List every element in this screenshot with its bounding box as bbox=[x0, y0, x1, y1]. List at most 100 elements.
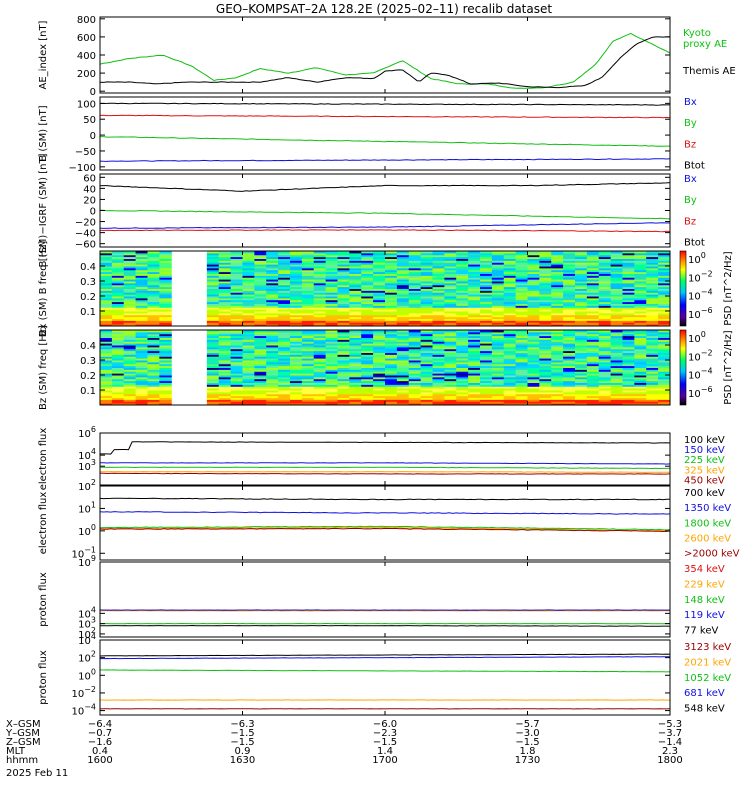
y-tick-label: 0.2 bbox=[80, 371, 96, 382]
legend-entry: proxy AE bbox=[683, 39, 727, 50]
series-line-bx bbox=[99, 158, 671, 162]
y-axis-label: B (SM) [nT] bbox=[38, 105, 49, 161]
series-line-btot bbox=[100, 102, 671, 106]
series-line-700kev bbox=[99, 497, 671, 501]
y-tick-label: 200 bbox=[77, 69, 96, 80]
y-tick-label: 0.2 bbox=[80, 292, 96, 303]
y-tick-label: 10−4 bbox=[71, 703, 96, 718]
legend-entry: Bz bbox=[684, 139, 696, 150]
y-tick-label: −50 bbox=[75, 147, 96, 158]
x-axis-value: −0.7 bbox=[88, 728, 112, 739]
legend-entry: 1800 keV bbox=[684, 518, 731, 529]
y-tick-label: 20 bbox=[83, 195, 96, 206]
colorbar-tick: 10−2 bbox=[688, 269, 713, 284]
plot-frame bbox=[99, 639, 671, 716]
x-axis-value: −1.6 bbox=[88, 737, 112, 748]
y-tick-label: 102 bbox=[78, 626, 96, 641]
y-axis-label: B (SM)−IGRF (SM) [nT] bbox=[38, 153, 49, 267]
legend-entry: Bx bbox=[684, 97, 697, 108]
series-line-450kev bbox=[100, 472, 671, 475]
legend-entry: Themis AE bbox=[682, 66, 736, 77]
x-axis-value: −2.3 bbox=[373, 728, 397, 739]
x-axis-value: −1.5 bbox=[230, 737, 254, 748]
y-tick-label: 106 bbox=[78, 425, 96, 440]
legend-entry: 354 keV bbox=[684, 564, 725, 575]
x-axis-value: 1.8 bbox=[520, 746, 536, 757]
x-axis-value: 1800 bbox=[657, 755, 682, 766]
panel-2: B (SM) [nT] 100 50 0 −50 −100 Bx By Bz Btot bbox=[38, 96, 705, 174]
colorbar-label: PSD [nT^2/Hz] bbox=[723, 251, 734, 325]
series-line-1052kev bbox=[99, 669, 671, 673]
legend-entry: 148 keV bbox=[684, 595, 725, 606]
legend-entry: 229 keV bbox=[684, 579, 725, 590]
legend-entry: 325 keV bbox=[684, 465, 725, 476]
x-axis-value: 1730 bbox=[515, 755, 540, 766]
legend-entry: 77 keV bbox=[684, 626, 718, 637]
y-tick-label: 104 bbox=[78, 447, 96, 462]
x-axis-value: −3.7 bbox=[658, 728, 682, 739]
x-axis-value: −6.4 bbox=[88, 719, 112, 730]
legend: Bx By Bz Btot bbox=[684, 174, 705, 249]
x-axis-value: 1630 bbox=[230, 755, 255, 766]
x-axis-value: 1600 bbox=[87, 755, 112, 766]
y-tick-label: 60 bbox=[83, 173, 96, 184]
y-tick-label: −20 bbox=[75, 218, 96, 229]
series-line-100kev bbox=[100, 441, 671, 455]
colorbar-tick: 10−2 bbox=[688, 348, 713, 363]
legend-entry: Bx bbox=[684, 174, 697, 185]
x-axis-value: −1.4 bbox=[658, 737, 682, 748]
legend-entry: Bz bbox=[684, 216, 696, 227]
y-axis-label: proton flux bbox=[38, 650, 49, 705]
x-axis-value: 0.4 bbox=[92, 746, 108, 757]
colorbar-gradient bbox=[679, 329, 687, 406]
y-tick-label: 0.1 bbox=[80, 386, 96, 397]
legend-entry: 548 keV bbox=[684, 704, 725, 715]
series-line-225kev bbox=[99, 466, 671, 470]
series-line-77kev bbox=[99, 624, 671, 627]
plot-frame bbox=[99, 485, 671, 561]
colorbar-tick: 10−6 bbox=[688, 385, 713, 400]
panel-7: electron flux 102 101 100 10−1 700 keV 1350 ke… bbox=[38, 478, 740, 561]
series-line-325kev bbox=[99, 471, 670, 473]
colorbar-tick: 10−4 bbox=[688, 367, 713, 382]
y-tick-label: 104 bbox=[78, 605, 96, 620]
y-tick-label: 600 bbox=[77, 33, 96, 44]
colorbar-gradient bbox=[679, 250, 687, 327]
colorbar: 100 10−2 10−4 10−6 PSD [nT^2/Hz] bbox=[679, 329, 734, 406]
y-tick-label: 0 bbox=[90, 87, 96, 98]
series-line-1350kev bbox=[99, 511, 671, 515]
y-tick-label: 0.4 bbox=[80, 341, 96, 352]
x-axis-value: −1.5 bbox=[230, 728, 254, 739]
x-axis-value: −5.7 bbox=[515, 719, 539, 730]
legend-entry: 1052 keV bbox=[684, 673, 731, 684]
y-tick-label: −100 bbox=[69, 163, 96, 174]
plot-frame bbox=[99, 16, 671, 94]
colorbar-label: PSD [nT^2/Hz] bbox=[723, 330, 734, 404]
series-line-2000kev bbox=[99, 527, 671, 533]
legend-entry: 700 keV bbox=[684, 488, 725, 499]
legend-entry: Btot bbox=[684, 238, 705, 249]
series-line-kyotoproxyae bbox=[99, 32, 671, 89]
series-line-150kev bbox=[99, 462, 671, 465]
x-axis-value: −6.3 bbox=[230, 719, 254, 730]
y-tick-label: 100 bbox=[77, 99, 96, 110]
legend-entry: Kyoto bbox=[683, 28, 711, 39]
x-axis-row-label: X–GSM bbox=[6, 719, 41, 730]
y-tick-label: 400 bbox=[77, 51, 96, 62]
legend-entry: 100 keV bbox=[684, 435, 725, 446]
series-line-1800kev bbox=[99, 525, 671, 531]
x-axis-value: 2.3 bbox=[662, 746, 678, 757]
legend-entry: By bbox=[684, 195, 697, 206]
panel-4: Bx (SM) B freq [Hz] 100 10−2 10−4 10−6 PSD [n… bbox=[38, 241, 734, 337]
panel-5: Bz (SM) freq [Hz] 100 10−2 10−4 10−6 PSD [nT^… bbox=[38, 325, 734, 410]
y-tick-label: 0 bbox=[90, 131, 96, 142]
x-axis-value: −5.3 bbox=[658, 719, 682, 730]
legend-entry: 150 keV bbox=[684, 445, 725, 456]
data-gap bbox=[179, 251, 203, 326]
spectrogram bbox=[100, 330, 671, 406]
y-tick-label: 40 bbox=[83, 184, 96, 195]
